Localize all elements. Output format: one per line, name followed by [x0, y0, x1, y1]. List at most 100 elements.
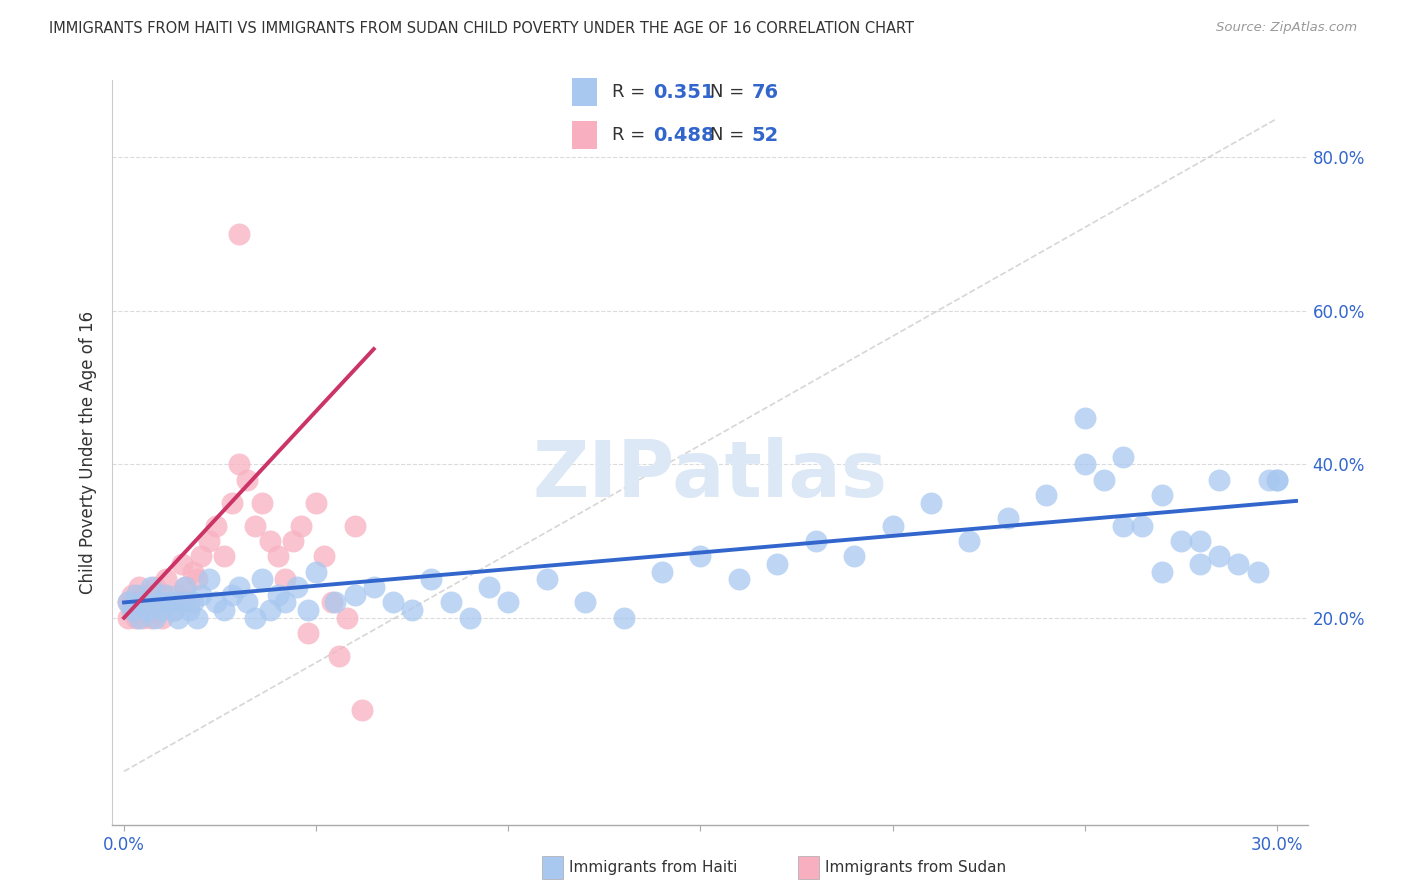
Point — [297, 626, 319, 640]
Point — [321, 595, 343, 609]
Point — [1265, 473, 1288, 487]
Point — [163, 603, 186, 617]
Point — [343, 518, 366, 533]
Text: N =: N = — [710, 83, 749, 101]
Point — [259, 533, 281, 548]
Point — [1150, 565, 1173, 579]
Point — [132, 588, 155, 602]
Point — [148, 595, 170, 609]
Point — [139, 588, 162, 602]
Point — [1208, 549, 1230, 564]
Point — [121, 588, 143, 602]
Point — [152, 588, 174, 602]
Point — [163, 603, 186, 617]
Text: 76: 76 — [752, 83, 779, 102]
Point — [274, 595, 297, 609]
Point — [1246, 565, 1268, 579]
Point — [152, 611, 174, 625]
Point — [136, 603, 159, 617]
Point — [957, 533, 980, 548]
Point — [148, 595, 170, 609]
Point — [689, 549, 711, 564]
Point — [1112, 450, 1135, 464]
Point — [121, 603, 143, 617]
Point — [336, 611, 359, 625]
Point — [174, 580, 197, 594]
Point — [536, 573, 558, 587]
Point — [842, 549, 865, 564]
Point — [727, 573, 749, 587]
Point — [143, 580, 166, 594]
Point — [297, 603, 319, 617]
Point — [170, 557, 193, 571]
Point — [205, 595, 228, 609]
Point — [221, 495, 243, 509]
Point — [352, 703, 374, 717]
Point — [401, 603, 423, 617]
Point — [274, 573, 297, 587]
Text: Source: ZipAtlas.com: Source: ZipAtlas.com — [1216, 21, 1357, 34]
Point — [259, 603, 281, 617]
Point — [1073, 411, 1095, 425]
Point — [128, 611, 150, 625]
Point — [136, 603, 159, 617]
Point — [212, 549, 235, 564]
Point — [139, 611, 162, 625]
Point — [651, 565, 673, 579]
Point — [285, 580, 308, 594]
Point — [305, 495, 328, 509]
Point — [312, 549, 335, 564]
Point — [139, 580, 162, 594]
Point — [1130, 518, 1153, 533]
Point — [1188, 557, 1211, 571]
Point — [228, 580, 250, 594]
Point — [179, 603, 201, 617]
Point — [205, 518, 228, 533]
Bar — [572, 78, 596, 106]
Point — [124, 595, 146, 609]
Point — [1073, 457, 1095, 471]
Point — [267, 549, 290, 564]
Point — [152, 603, 174, 617]
Point — [228, 457, 250, 471]
Point — [143, 595, 166, 609]
Point — [197, 533, 219, 548]
Point — [174, 580, 197, 594]
Bar — [572, 121, 596, 149]
Point — [1227, 557, 1250, 571]
Point — [186, 573, 208, 587]
Bar — [543, 856, 562, 879]
Point — [236, 595, 259, 609]
Point — [440, 595, 463, 609]
Point — [1265, 473, 1288, 487]
Point — [804, 533, 827, 548]
Text: Immigrants from Haiti: Immigrants from Haiti — [569, 861, 738, 875]
Point — [328, 649, 350, 664]
Point — [117, 595, 139, 609]
Point — [290, 518, 312, 533]
Point — [117, 595, 139, 609]
Point — [281, 533, 304, 548]
Point — [121, 603, 143, 617]
Point — [128, 595, 150, 609]
Point — [343, 588, 366, 602]
Point — [363, 580, 385, 594]
Point — [132, 595, 155, 609]
Point — [997, 511, 1019, 525]
Point — [236, 473, 259, 487]
Point — [212, 603, 235, 617]
Point — [197, 573, 219, 587]
Text: R =: R = — [612, 83, 651, 101]
Point — [766, 557, 789, 571]
Point — [179, 595, 201, 609]
Point — [1170, 533, 1192, 548]
Text: Immigrants from Sudan: Immigrants from Sudan — [825, 861, 1007, 875]
Point — [1092, 473, 1115, 487]
Point — [181, 565, 204, 579]
Point — [166, 588, 188, 602]
Point — [1258, 473, 1281, 487]
Point — [1112, 518, 1135, 533]
Point — [1208, 473, 1230, 487]
Point — [186, 611, 208, 625]
Point — [190, 588, 212, 602]
